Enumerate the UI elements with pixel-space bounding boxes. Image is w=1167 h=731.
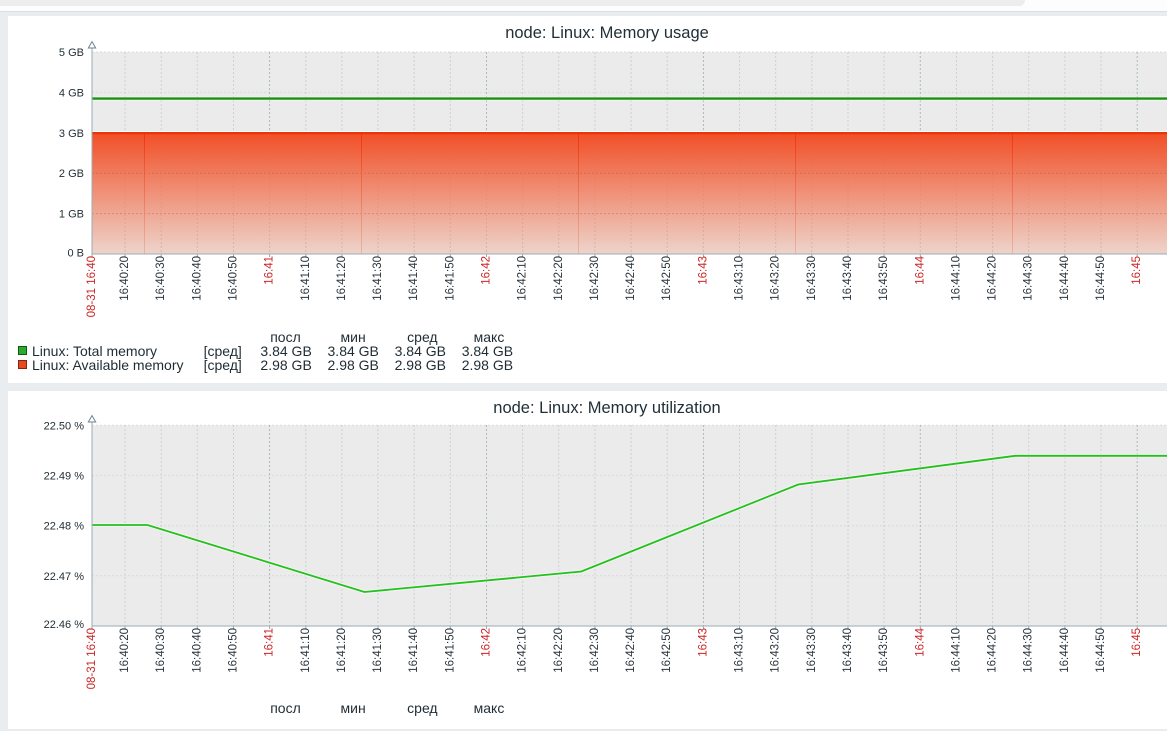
svg-text:16:40:30: 16:40:30 — [155, 256, 167, 301]
svg-text:16:44:20: 16:44:20 — [987, 256, 999, 301]
svg-text:16:43:20: 16:43:20 — [770, 628, 782, 673]
svg-text:16:44:20: 16:44:20 — [987, 628, 999, 673]
svg-text:16:42:50: 16:42:50 — [661, 628, 673, 673]
svg-text:16:41:10: 16:41:10 — [300, 256, 312, 301]
svg-text:16:42:10: 16:42:10 — [517, 256, 529, 301]
svg-text:16:44:50: 16:44:50 — [1095, 256, 1107, 301]
svg-text:16:40:30: 16:40:30 — [155, 628, 167, 673]
svg-text:16:41:30: 16:41:30 — [372, 256, 384, 301]
svg-text:16:42:20: 16:42:20 — [553, 628, 565, 673]
svg-text:22.46 %: 22.46 % — [44, 619, 85, 631]
svg-text:08-31 16:40: 08-31 16:40 — [86, 628, 98, 689]
svg-text:16:40:20: 16:40:20 — [119, 256, 131, 301]
svg-text:16:43:40: 16:43:40 — [842, 628, 854, 673]
svg-text:16:41:10: 16:41:10 — [300, 628, 312, 673]
svg-text:16:44: 16:44 — [914, 255, 926, 284]
svg-text:3 GB: 3 GB — [59, 128, 84, 140]
svg-text:16:42:40: 16:42:40 — [625, 628, 637, 673]
svg-text:5 GB: 5 GB — [59, 47, 84, 59]
svg-text:16:41:20: 16:41:20 — [336, 256, 348, 301]
svg-text:16:40:50: 16:40:50 — [228, 628, 240, 673]
svg-text:16:41:30: 16:41:30 — [372, 628, 384, 673]
svg-text:16:42: 16:42 — [481, 256, 493, 285]
svg-text:16:41:40: 16:41:40 — [408, 628, 420, 673]
svg-text:16:44:40: 16:44:40 — [1059, 628, 1071, 673]
svg-text:16:44:30: 16:44:30 — [1023, 256, 1035, 301]
svg-text:1 GB: 1 GB — [59, 209, 84, 221]
svg-text:16:42:40: 16:42:40 — [625, 256, 637, 301]
svg-text:16:42:30: 16:42:30 — [589, 628, 601, 673]
svg-text:16:42:20: 16:42:20 — [553, 256, 565, 301]
svg-text:16:41: 16:41 — [264, 628, 276, 657]
svg-text:16:41:50: 16:41:50 — [444, 256, 456, 301]
svg-text:22.48 %: 22.48 % — [44, 521, 85, 533]
svg-text:16:41:50: 16:41:50 — [444, 628, 456, 673]
svg-text:16:44:10: 16:44:10 — [950, 628, 962, 673]
svg-text:16:43:10: 16:43:10 — [734, 256, 746, 301]
svg-text:22.50 %: 22.50 % — [44, 420, 85, 432]
svg-text:16:45: 16:45 — [1131, 628, 1143, 657]
svg-text:16:44:30: 16:44:30 — [1023, 628, 1035, 673]
svg-text:16:40:40: 16:40:40 — [191, 256, 203, 301]
svg-text:4 GB: 4 GB — [59, 87, 84, 99]
svg-text:16:43:10: 16:43:10 — [734, 628, 746, 673]
svg-text:0 B: 0 B — [67, 248, 84, 260]
svg-text:16:44:50: 16:44:50 — [1095, 628, 1107, 673]
svg-text:16:40:40: 16:40:40 — [191, 628, 203, 673]
svg-text:16:41:40: 16:41:40 — [408, 256, 420, 301]
svg-text:16:43:20: 16:43:20 — [770, 256, 782, 301]
svg-text:16:45: 16:45 — [1131, 256, 1143, 285]
svg-text:16:41:20: 16:41:20 — [336, 628, 348, 673]
svg-text:16:43: 16:43 — [697, 256, 709, 285]
svg-text:16:40:50: 16:40:50 — [228, 256, 240, 301]
svg-text:16:42: 16:42 — [481, 628, 493, 657]
svg-text:16:44:10: 16:44:10 — [950, 256, 962, 301]
svg-text:16:40:20: 16:40:20 — [119, 628, 131, 673]
svg-text:16:43:30: 16:43:30 — [806, 256, 818, 301]
svg-text:22.47 %: 22.47 % — [44, 571, 85, 583]
svg-text:16:44:40: 16:44:40 — [1059, 256, 1071, 301]
svg-text:16:44: 16:44 — [914, 627, 926, 656]
svg-text:16:43:50: 16:43:50 — [878, 256, 890, 301]
svg-text:16:43:30: 16:43:30 — [806, 628, 818, 673]
svg-text:16:41: 16:41 — [264, 256, 276, 285]
svg-text:16:42:10: 16:42:10 — [517, 628, 529, 673]
svg-text:2 GB: 2 GB — [59, 168, 84, 180]
svg-text:16:42:50: 16:42:50 — [661, 256, 673, 301]
svg-text:16:42:30: 16:42:30 — [589, 256, 601, 301]
svg-text:22.49 %: 22.49 % — [44, 471, 85, 483]
svg-text:16:43: 16:43 — [697, 628, 709, 657]
svg-text:16:43:40: 16:43:40 — [842, 256, 854, 301]
svg-text:16:43:50: 16:43:50 — [878, 628, 890, 673]
svg-text:08-31 16:40: 08-31 16:40 — [86, 256, 98, 317]
